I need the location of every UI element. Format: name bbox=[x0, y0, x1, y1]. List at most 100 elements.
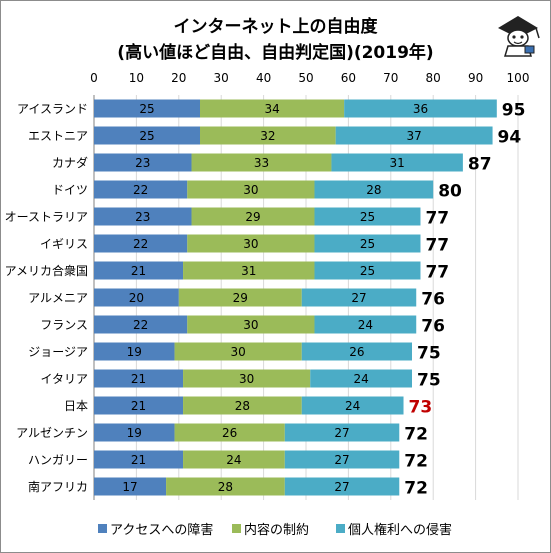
bar-segment bbox=[94, 261, 184, 280]
category-label: ジョージア bbox=[28, 345, 88, 359]
bar-segment bbox=[94, 234, 188, 253]
data-label: 22 bbox=[133, 183, 148, 197]
legend-swatch-access bbox=[98, 524, 107, 533]
bar-segment bbox=[187, 315, 315, 334]
data-label: 27 bbox=[351, 291, 366, 305]
data-label: 17 bbox=[122, 480, 137, 494]
data-label: 30 bbox=[243, 183, 258, 197]
bar-segment bbox=[94, 153, 192, 172]
category-label: カナダ bbox=[52, 155, 88, 170]
x-tick-label: 50 bbox=[298, 71, 313, 85]
data-label: 31 bbox=[241, 264, 256, 278]
bar-segment bbox=[187, 180, 315, 199]
data-label: 30 bbox=[243, 318, 258, 332]
bar-segment bbox=[94, 207, 192, 226]
data-label: 30 bbox=[239, 372, 254, 386]
category-label: フランス bbox=[40, 318, 88, 332]
data-label: 36 bbox=[413, 102, 428, 116]
bar-segment bbox=[94, 477, 167, 496]
category-label: アメリカ合衆国 bbox=[5, 263, 88, 278]
data-label: 37 bbox=[406, 129, 421, 143]
data-label: 22 bbox=[133, 318, 148, 332]
bar-segment bbox=[314, 315, 417, 334]
total-label: 94 bbox=[498, 128, 522, 148]
total-label: 76 bbox=[421, 317, 445, 337]
data-label: 29 bbox=[233, 291, 248, 305]
bar-segment bbox=[335, 126, 493, 145]
bar-segment bbox=[301, 288, 417, 307]
data-label: 24 bbox=[345, 399, 360, 413]
total-label: 75 bbox=[417, 344, 441, 364]
bar-segment bbox=[310, 369, 412, 388]
bar-segment bbox=[344, 99, 497, 118]
bar-segment bbox=[200, 126, 336, 145]
chart-subtitle: (高い値ほど自由、自由判定国)(2019年) bbox=[117, 43, 434, 63]
bar-segment bbox=[94, 288, 179, 307]
data-label: 24 bbox=[358, 318, 373, 332]
total-label: 95 bbox=[502, 101, 526, 121]
bar-segment bbox=[314, 207, 421, 226]
bar-segment bbox=[183, 396, 302, 415]
total-label: 77 bbox=[425, 209, 449, 229]
x-tick-label: 10 bbox=[129, 71, 144, 85]
bar-segment bbox=[314, 261, 421, 280]
total-label: 87 bbox=[468, 155, 492, 175]
bar-segment bbox=[301, 396, 404, 415]
bar-segment bbox=[94, 126, 200, 145]
bar-segment bbox=[284, 423, 400, 442]
x-tick-label: 80 bbox=[426, 71, 441, 85]
bar-segment bbox=[94, 99, 200, 118]
data-label: 24 bbox=[353, 372, 368, 386]
category-label: 日本 bbox=[64, 399, 88, 413]
bar-segment bbox=[166, 477, 285, 496]
bar-segment bbox=[183, 369, 311, 388]
bar-segment bbox=[94, 450, 184, 469]
bar-segment bbox=[200, 99, 345, 118]
bar-segment bbox=[174, 342, 302, 361]
bar-segment bbox=[94, 369, 184, 388]
data-label: 20 bbox=[129, 291, 144, 305]
data-label: 21 bbox=[131, 264, 146, 278]
x-tick-label: 20 bbox=[171, 71, 186, 85]
total-label: 76 bbox=[421, 290, 445, 310]
data-label: 19 bbox=[127, 345, 142, 359]
data-label: 28 bbox=[235, 399, 250, 413]
data-label: 25 bbox=[360, 264, 375, 278]
x-tick-label: 100 bbox=[507, 71, 530, 85]
data-label: 23 bbox=[135, 210, 150, 224]
x-tick-label: 30 bbox=[214, 71, 229, 85]
x-tick-label: 0 bbox=[90, 71, 98, 85]
data-label: 26 bbox=[222, 426, 237, 440]
data-label: 25 bbox=[360, 237, 375, 251]
category-label: アイスランド bbox=[17, 102, 88, 116]
data-label: 30 bbox=[231, 345, 246, 359]
total-label: 80 bbox=[438, 182, 462, 202]
bar-segment bbox=[94, 315, 188, 334]
total-label: 75 bbox=[417, 371, 441, 391]
bar-segment bbox=[191, 153, 332, 172]
category-label: ハンガリー bbox=[28, 453, 88, 467]
x-tick-label: 60 bbox=[341, 71, 356, 85]
bar-segment bbox=[94, 423, 175, 442]
data-label: 33 bbox=[254, 156, 269, 170]
chart-title: インターネット上の自由度 bbox=[173, 17, 378, 37]
bar-segment bbox=[178, 288, 302, 307]
bar-segment bbox=[183, 261, 315, 280]
data-label: 27 bbox=[334, 426, 349, 440]
category-label: オーストラリア bbox=[5, 210, 88, 224]
data-label: 23 bbox=[135, 156, 150, 170]
category-label: イタリア bbox=[40, 372, 88, 386]
data-label: 21 bbox=[131, 453, 146, 467]
data-label: 26 bbox=[349, 345, 364, 359]
category-label: 南アフリカ bbox=[28, 479, 88, 494]
bar-segment bbox=[314, 234, 421, 253]
legend-label-rights: 個人権利への侵害 bbox=[348, 523, 453, 538]
total-label: 77 bbox=[425, 236, 449, 256]
bar-segment bbox=[174, 423, 285, 442]
data-label: 29 bbox=[245, 210, 260, 224]
x-tick-label: 70 bbox=[383, 71, 398, 85]
legend-item-access: アクセスへの障害 bbox=[98, 519, 213, 538]
total-label: 77 bbox=[425, 263, 449, 283]
data-label: 32 bbox=[260, 129, 275, 143]
mascot-icon bbox=[498, 16, 540, 57]
